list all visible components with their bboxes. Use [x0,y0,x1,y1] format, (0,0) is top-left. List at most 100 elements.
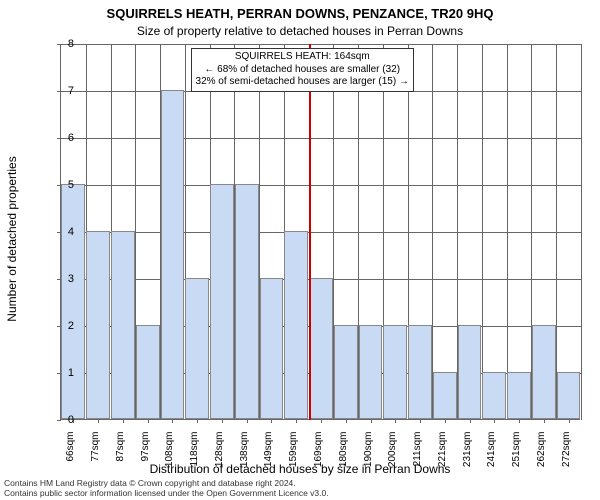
bar [61,184,85,419]
gridline-h [61,232,581,233]
bar [111,231,135,419]
ytick-mark [57,44,61,45]
annotation-line: SQUIRRELS HEATH: 164sqm [196,51,409,64]
ytick-label: 1 [68,367,74,379]
xtick-label: 138sqm [239,432,250,468]
xtick-mark [296,419,297,423]
bar [284,231,308,419]
xtick-label: 272sqm [561,432,572,468]
ytick-mark [57,185,61,186]
xtick-label: 108sqm [164,432,175,468]
bar [408,325,432,419]
xtick-label: 97sqm [140,432,151,462]
xtick-label: 128sqm [214,432,225,468]
xtick-mark [123,419,124,423]
xtick-label: 169sqm [313,432,324,468]
bar [136,325,160,419]
xtick-label: 211sqm [412,432,423,467]
xtick-label: 118sqm [189,432,200,467]
ytick-label: 3 [68,273,74,285]
ytick-label: 5 [68,179,74,191]
gridline-h [61,185,581,186]
xtick-label: 231sqm [462,432,473,468]
chart-subtitle: Size of property relative to detached ho… [0,24,600,38]
plot-area: SQUIRRELS HEATH: 164sqm← 68% of detached… [60,44,580,420]
bar [557,372,581,419]
xtick-label: 77sqm [90,432,101,462]
xtick-mark [470,419,471,423]
xtick-label: 200sqm [387,432,398,468]
xtick-label: 262sqm [536,432,547,468]
ytick-label: 6 [68,132,74,144]
bar [309,278,333,419]
bar [458,325,482,419]
xtick-mark [98,419,99,423]
ytick-label: 0 [68,414,74,426]
ytick-mark [57,91,61,92]
bar [359,325,383,419]
xtick-mark [247,419,248,423]
gridline-v [556,44,557,420]
gridline-v [432,44,433,420]
xtick-mark [395,419,396,423]
bar [185,278,209,419]
xtick-mark [172,419,173,423]
xtick-mark [371,419,372,423]
bar [86,231,110,419]
ytick-label: 2 [68,320,74,332]
annotation-box: SQUIRRELS HEATH: 164sqm← 68% of detached… [191,48,414,92]
xtick-label: 87sqm [115,432,126,462]
footer-line2: Contains public sector information licen… [4,488,329,498]
reference-line [309,44,311,420]
bar [532,325,556,419]
ytick-label: 7 [68,85,74,97]
xtick-mark [420,419,421,423]
x-axis-label: Distribution of detached houses by size … [0,462,600,476]
gridline-h [61,44,581,45]
ytick-label: 4 [68,226,74,238]
ytick-mark [57,373,61,374]
y-axis-label: Number of detached properties [5,156,19,321]
ytick-label: 8 [68,38,74,50]
bar [433,372,457,419]
gridline-v [507,44,508,420]
annotation-line: ← 68% of detached houses are smaller (32… [196,64,409,77]
xtick-label: 149sqm [263,432,274,468]
xtick-mark [197,419,198,423]
xtick-label: 66sqm [65,432,76,462]
bar [235,184,259,419]
xtick-mark [494,419,495,423]
xtick-mark [346,419,347,423]
ytick-mark [57,326,61,327]
gridline-h [61,138,581,139]
footer-line1: Contains HM Land Registry data © Crown c… [4,478,329,488]
annotation-line: 32% of semi-detached houses are larger (… [196,76,409,89]
xtick-mark [569,419,570,423]
xtick-mark [544,419,545,423]
gridline-v [482,44,483,420]
xtick-mark [148,419,149,423]
xtick-label: 221sqm [437,432,448,468]
xtick-label: 190sqm [363,432,374,468]
footer-attribution: Contains HM Land Registry data © Crown c… [4,478,329,498]
bar [260,278,284,419]
bar [507,372,531,419]
gridline-v [581,44,582,420]
xtick-mark [519,419,520,423]
ytick-mark [57,420,61,421]
bar [210,184,234,419]
ytick-mark [57,232,61,233]
bar [334,325,358,419]
ytick-mark [57,279,61,280]
bar [383,325,407,419]
xtick-label: 180sqm [338,432,349,468]
bar [161,90,185,419]
chart-title: SQUIRRELS HEATH, PERRAN DOWNS, PENZANCE,… [0,6,600,21]
xtick-label: 251sqm [511,432,522,468]
xtick-label: 241sqm [486,432,497,468]
bar [482,372,506,419]
ytick-mark [57,138,61,139]
xtick-label: 159sqm [288,432,299,468]
xtick-mark [271,419,272,423]
xtick-mark [321,419,322,423]
